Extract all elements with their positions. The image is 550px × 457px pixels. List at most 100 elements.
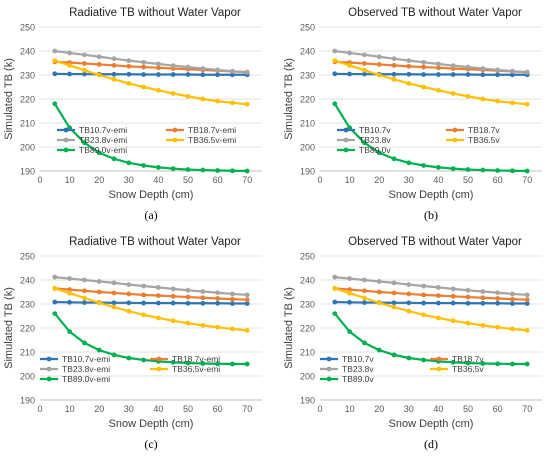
panel-label: (d) [424, 437, 438, 451]
data-point [347, 290, 352, 296]
legend-label: TB89.0v-emi [79, 145, 127, 155]
data-point [170, 318, 176, 324]
data-point [362, 277, 367, 283]
data-point [421, 292, 426, 298]
y-tick-label: 240 [20, 47, 35, 57]
series-line-3 [334, 287, 528, 332]
legend-swatch-marker [46, 366, 52, 372]
series-line-2 [334, 276, 528, 296]
data-point [82, 140, 87, 146]
legend-label: TB23.8v-emi [79, 135, 127, 145]
data-point [215, 67, 221, 73]
data-point [362, 300, 367, 305]
data-point [156, 300, 161, 306]
data-point [230, 291, 235, 297]
data-point [141, 312, 147, 318]
y-tick-label: 220 [20, 324, 35, 334]
data-point [82, 71, 87, 77]
data-point [156, 285, 161, 290]
series-line-1 [54, 287, 248, 301]
data-point [391, 71, 397, 77]
data-point [450, 286, 456, 292]
y-tick-label: 190 [20, 396, 35, 406]
chart-panel-2: Radiative TB without Water Vapor19020021… [3, 236, 262, 451]
data-point [495, 168, 500, 173]
data-point [524, 168, 530, 174]
data-point [450, 300, 456, 306]
data-point [82, 295, 87, 301]
data-point [450, 91, 456, 96]
legend-item: TB23.8v-emi [40, 364, 110, 374]
data-point [362, 61, 367, 66]
data-point [244, 301, 250, 306]
legend-swatch-marker [436, 356, 442, 362]
data-point [96, 300, 102, 306]
data-point [436, 165, 441, 170]
x-tick-label: 60 [213, 404, 223, 414]
data-point [185, 287, 191, 293]
data-point [52, 286, 58, 291]
data-point [215, 168, 221, 173]
data-point [362, 67, 367, 73]
legend-swatch-marker [343, 137, 349, 143]
y-tick-label: 230 [300, 300, 315, 310]
data-point [141, 283, 147, 289]
data-point [185, 93, 191, 99]
y-tick-label: 190 [300, 167, 315, 177]
data-point [126, 58, 132, 63]
legend-swatch-marker [172, 137, 178, 143]
data-point [332, 311, 338, 316]
data-point [436, 293, 441, 298]
x-axis-title: Snow Depth (cm) [389, 189, 474, 201]
series-line-3 [334, 59, 528, 106]
legend-item: TB10.7v-emi [57, 125, 127, 135]
panel-label: (c) [144, 437, 157, 451]
data-point [96, 279, 102, 284]
data-point [52, 311, 58, 316]
y-tick-label: 220 [300, 324, 315, 334]
data-point [156, 72, 161, 77]
legend-swatch-marker [46, 356, 52, 362]
data-point [524, 297, 530, 303]
data-point [406, 282, 412, 287]
data-point [185, 320, 191, 326]
data-point [347, 50, 352, 56]
data-point [67, 71, 72, 77]
series-line-2 [334, 49, 528, 74]
legend-item: TB23.8v [337, 135, 391, 145]
x-tick-label: 70 [242, 175, 252, 185]
data-point [376, 150, 382, 156]
series-line-4 [333, 103, 528, 173]
legend-label: TB10.7v-emi [79, 125, 127, 135]
data-point [126, 63, 132, 69]
data-point [141, 59, 147, 65]
data-point [421, 64, 426, 70]
data-point [362, 295, 367, 301]
data-point [480, 322, 486, 328]
legend-label: TB10.7v [342, 354, 374, 364]
data-point [362, 140, 367, 146]
data-point [82, 340, 87, 346]
data-point [436, 87, 441, 93]
data-point [185, 360, 191, 366]
data-point [332, 48, 338, 54]
data-point [156, 65, 161, 71]
data-point [332, 58, 338, 63]
x-tick-label: 60 [493, 175, 503, 185]
x-tick-label: 70 [522, 175, 532, 185]
y-tick-label: 250 [300, 252, 315, 262]
data-point [52, 58, 58, 63]
y-tick-label: 230 [20, 71, 35, 81]
data-point [332, 274, 338, 280]
data-point [406, 63, 412, 69]
data-point [436, 300, 441, 306]
y-tick-label: 220 [20, 95, 35, 105]
y-tick-label: 210 [300, 348, 315, 358]
y-axis-title: Simulated TB (k) [3, 287, 15, 369]
data-point [111, 76, 117, 82]
y-tick-label: 210 [20, 119, 35, 129]
data-point [465, 300, 471, 306]
data-point [510, 296, 515, 302]
y-tick-label: 240 [300, 276, 315, 286]
legend-label: TB36.5v-emi [188, 135, 236, 145]
